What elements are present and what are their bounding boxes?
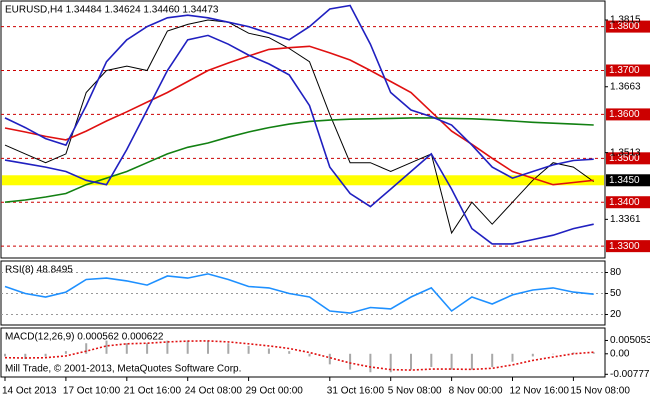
level-box (606, 20, 650, 33)
histogram-bar (592, 352, 595, 354)
x-tick-label: 14 Oct 2013 (2, 386, 57, 397)
histogram-bar (328, 353, 331, 365)
histogram-bar (4, 353, 6, 357)
series-line (4, 273, 594, 314)
y-tick-label: 0.005053 (610, 335, 650, 346)
x-tick-label: 17 Oct 10:00 (63, 386, 121, 397)
x-tick-label: 8 Nov 00:00 (449, 386, 503, 397)
copyright-note: Mill Trade, © 2001-2013, MetaQuotes Soft… (5, 364, 241, 375)
level-box (606, 174, 650, 187)
y-tick-label: 80 (610, 267, 622, 278)
series-line (4, 4, 594, 179)
histogram-bar (470, 353, 473, 370)
level-label: 1.3500 (609, 153, 640, 164)
histogram-bar (511, 353, 514, 362)
level-box (606, 240, 650, 253)
histogram-bar (85, 343, 88, 354)
level-band (2, 175, 604, 186)
x-tick-label: 21 Oct 16:00 (124, 386, 182, 397)
histogram-bar (146, 343, 149, 354)
series-line (4, 117, 594, 203)
histogram-bar (166, 340, 169, 354)
x-tick-label: 15 Nov 08:00 (570, 386, 630, 397)
histogram-bar (450, 353, 453, 370)
series-line (4, 45, 594, 186)
panel-title: EURUSD,H4 1.34484 1.34624 1.34460 1.3447… (5, 5, 219, 16)
x-tick-label: 31 Oct 16:00 (327, 386, 385, 397)
panel-frame (0, 0, 606, 259)
series-line (4, 34, 594, 245)
panel-frame (0, 327, 606, 378)
histogram-bar (105, 340, 108, 354)
histogram-bar (267, 348, 270, 354)
histogram-bar (247, 345, 250, 354)
histogram-bar (64, 351, 67, 354)
histogram-bar (125, 343, 128, 354)
level-label: 1.3800 (609, 21, 640, 32)
histogram-bar (389, 353, 392, 373)
level-label: 1.3450 (609, 175, 640, 186)
level-box (606, 64, 650, 77)
level-label: 1.3400 (609, 197, 640, 208)
level-box (606, 152, 650, 165)
level-label: 1.3700 (609, 65, 640, 76)
y-tick-label: 20 (610, 309, 622, 320)
y-tick-label: 1.3361 (610, 214, 641, 225)
histogram-bar (288, 351, 291, 354)
histogram-bar (186, 340, 189, 354)
histogram-bar (227, 343, 230, 354)
y-tick-label: 0.00 (610, 348, 630, 359)
y-tick-label: 50 (610, 288, 622, 299)
histogram-bar (369, 353, 372, 373)
panel-title: MACD(12,26,9) 0.000562 0.000622 (5, 332, 164, 343)
x-tick-label: 5 Nov 08:00 (388, 386, 442, 397)
histogram-bar (24, 353, 27, 360)
histogram-bar (552, 353, 555, 355)
x-tick-label: 29 Oct 00:00 (246, 386, 304, 397)
level-box (606, 196, 650, 209)
histogram-bar (308, 353, 311, 357)
histogram-bar (410, 353, 412, 370)
histogram-bar (349, 353, 352, 370)
level-label: 1.3600 (609, 109, 640, 120)
series-line (4, 340, 594, 371)
histogram-bar (44, 353, 47, 357)
x-tick-label: 24 Oct 08:00 (185, 386, 243, 397)
histogram-bar (207, 340, 209, 354)
level-label: 1.3300 (609, 241, 640, 252)
panel-title: RSI(8) 48.8495 (5, 265, 73, 276)
histogram-bar (430, 353, 433, 367)
level-box (606, 108, 650, 121)
y-tick-label: -0.007775 (610, 369, 650, 380)
y-tick-label: 1.3663 (610, 81, 641, 92)
series-line (4, 19, 594, 235)
y-tick-label: 1.3513 (610, 147, 641, 158)
histogram-bar (491, 353, 494, 367)
y-tick-label: 1.3815 (610, 15, 641, 26)
histogram-bar (531, 353, 534, 357)
x-tick-label: 12 Nov 16:00 (510, 386, 570, 397)
